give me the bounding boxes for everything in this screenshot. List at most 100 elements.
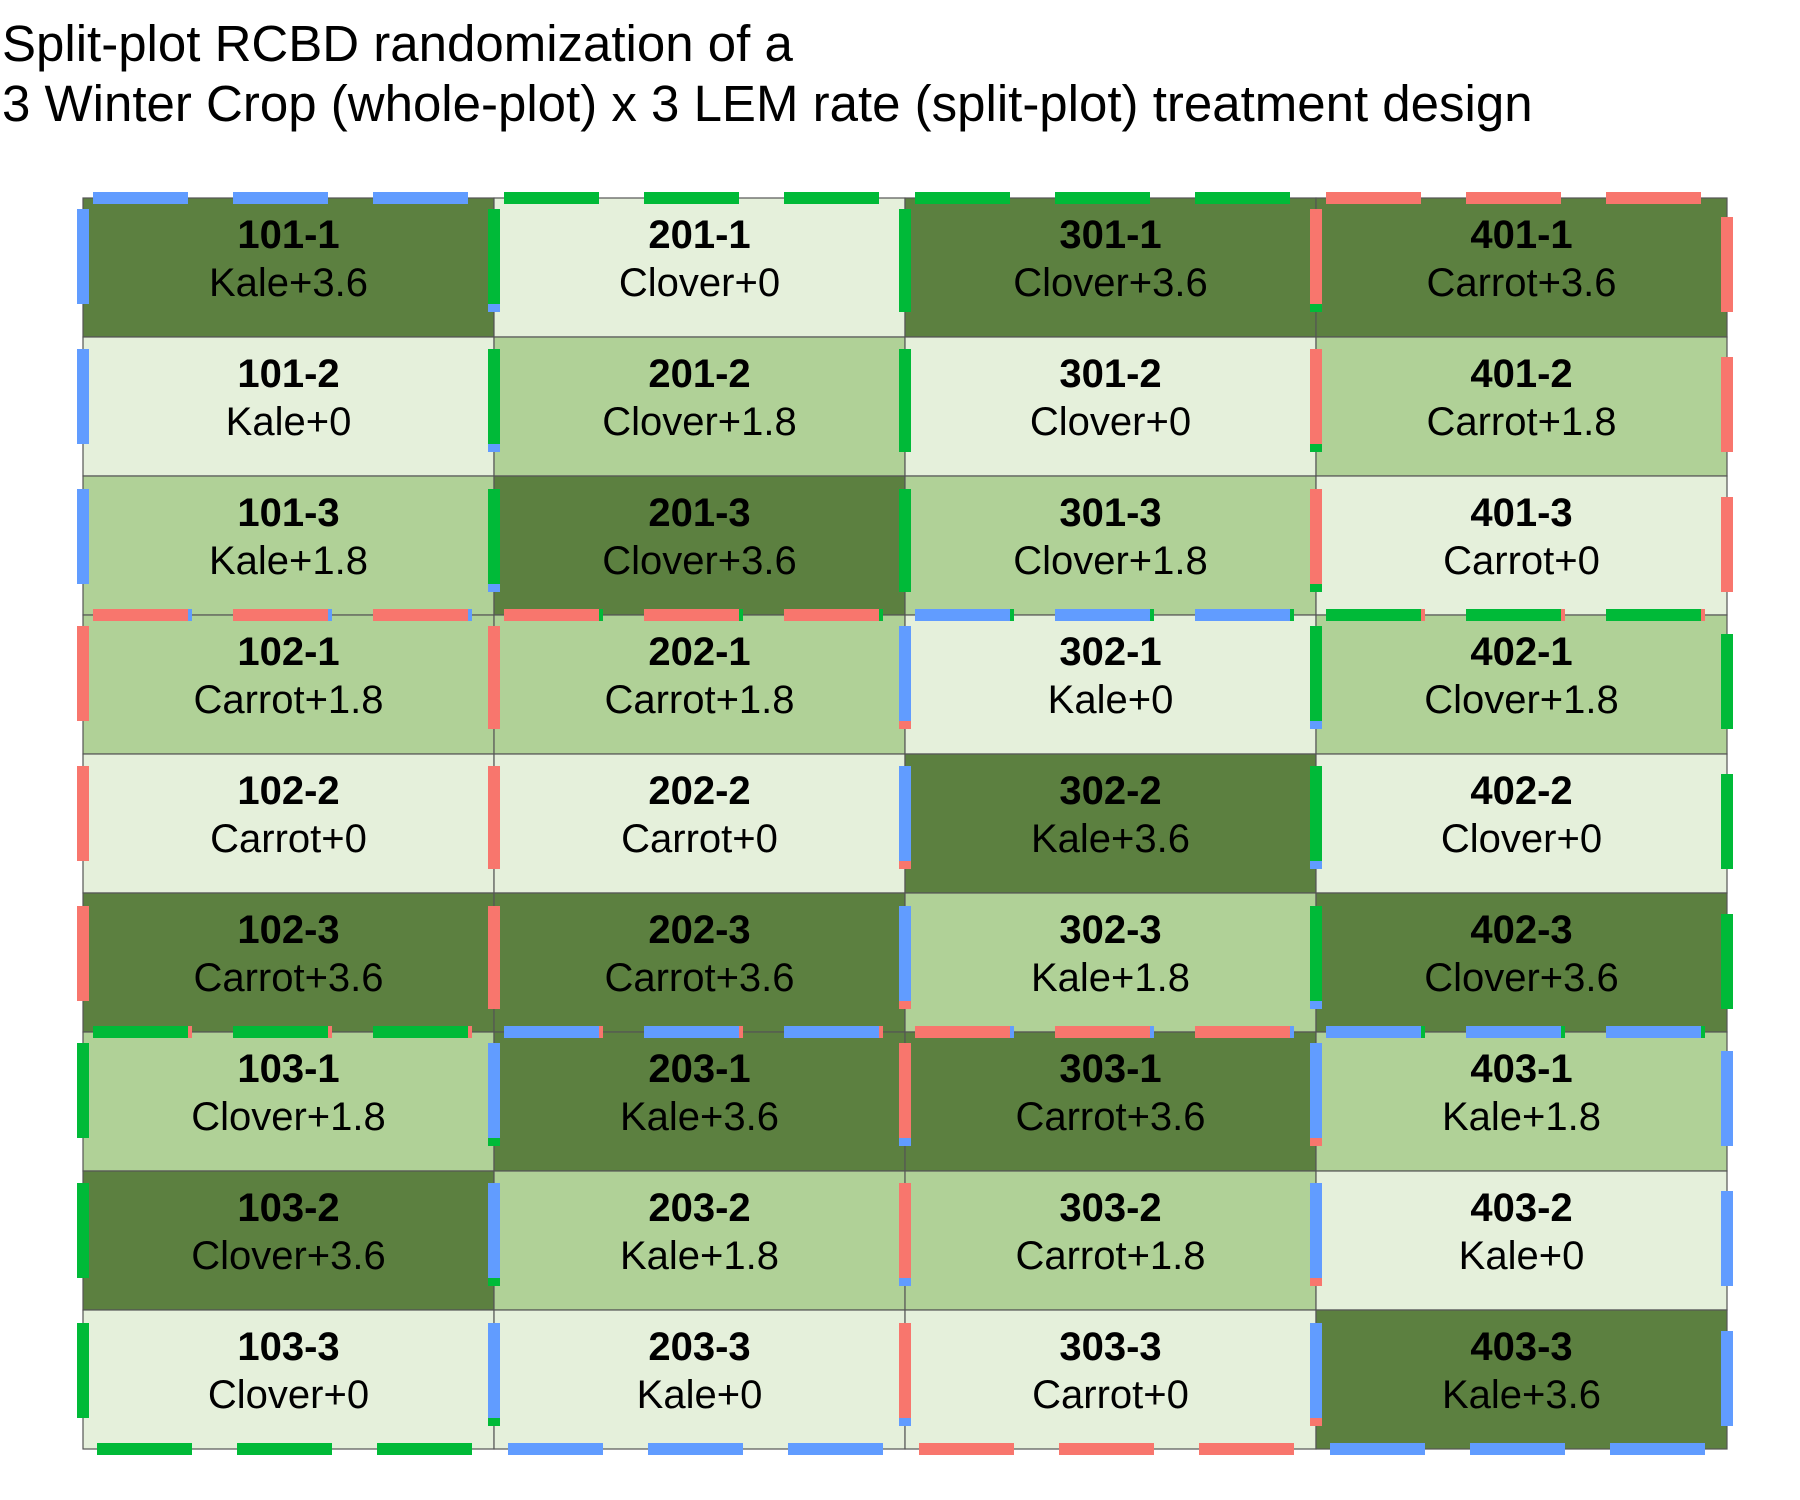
plot-treatment-label: Kale+3.6 <box>1442 1373 1601 1417</box>
plot-cell-102-2 <box>82 753 495 894</box>
plot-cell-303-2 <box>904 1170 1317 1311</box>
plot-treatment-label: Clover+3.6 <box>191 1234 386 1278</box>
title-line-2: 3 Winter Crop (whole-plot) x 3 LEM rate … <box>2 75 1533 132</box>
plot-treatment-label: Kale+3.6 <box>620 1095 779 1139</box>
plot-id-label: 303-1 <box>1059 1047 1161 1091</box>
plot-treatment-label: Carrot+0 <box>621 817 778 861</box>
plot-cell-403-1 <box>1315 1031 1728 1172</box>
plot-id-label: 402-2 <box>1470 769 1572 813</box>
plot-treatment-label: Kale+1.8 <box>620 1234 779 1278</box>
plot-treatment-label: Clover+0 <box>619 261 780 305</box>
plot-id-label: 203-3 <box>648 1325 750 1369</box>
plot-treatment-label: Clover+0 <box>1030 400 1191 444</box>
plot-cell-201-1 <box>493 197 906 338</box>
plot-id-label: 403-3 <box>1470 1325 1572 1369</box>
plot-treatment-label: Clover+3.6 <box>1013 261 1208 305</box>
plot-id-label: 101-1 <box>237 213 339 257</box>
plot-cell-402-1 <box>1315 614 1728 755</box>
plot-id-label: 401-3 <box>1470 491 1572 535</box>
plot-treatment-label: Carrot+3.6 <box>604 956 794 1000</box>
plot-cell-403-3 <box>1315 1309 1728 1450</box>
whole-plot-border-kale <box>1310 1026 1733 1455</box>
plot-cell-401-1 <box>1315 197 1728 338</box>
plot-id-label: 301-2 <box>1059 352 1161 396</box>
plot-treatment-label: Clover+1.8 <box>1424 678 1619 722</box>
plot-cell-103-2 <box>82 1170 495 1311</box>
plot-labels: 101-1Kale+3.6101-2Kale+0101-3Kale+1.8102… <box>191 213 1619 1417</box>
plot-id-label: 103-3 <box>237 1325 339 1369</box>
plot-cell-303-1 <box>904 1031 1317 1172</box>
plot-cell-203-3 <box>493 1309 906 1450</box>
plot-cell-301-1 <box>904 197 1317 338</box>
plot-treatment-label: Carrot+0 <box>1443 539 1600 583</box>
plot-id-label: 202-2 <box>648 769 750 813</box>
plot-treatment-label: Clover+3.6 <box>602 539 797 583</box>
plot-treatment-label: Carrot+1.8 <box>193 678 383 722</box>
plot-id-label: 403-1 <box>1470 1047 1572 1091</box>
plot-cell-202-1 <box>493 614 906 755</box>
plot-id-label: 302-2 <box>1059 769 1161 813</box>
plot-id-label: 101-2 <box>237 352 339 396</box>
plot-treatment-label: Kale+3.6 <box>1031 817 1190 861</box>
plot-cell-201-3 <box>493 475 906 616</box>
plot-id-label: 302-1 <box>1059 630 1161 674</box>
plot-id-label: 103-2 <box>237 1186 339 1230</box>
plot-id-label: 202-1 <box>648 630 750 674</box>
plot-treatment-label: Clover+1.8 <box>191 1095 386 1139</box>
plot-id-label: 201-1 <box>648 213 750 257</box>
plot-cell-302-3 <box>904 892 1317 1033</box>
plot-id-label: 301-3 <box>1059 491 1161 535</box>
title-line-1: Split-plot RCBD randomization of a <box>2 15 793 72</box>
plot-treatment-label: Carrot+0 <box>210 817 367 861</box>
whole-plot-borders <box>77 192 1733 1455</box>
diagram-title: Split-plot RCBD randomization of a 3 Win… <box>2 14 1533 134</box>
plot-treatment-label: Kale+1.8 <box>1031 956 1190 1000</box>
plot-treatment-label: Carrot+1.8 <box>1015 1234 1205 1278</box>
plot-id-label: 403-2 <box>1470 1186 1572 1230</box>
plot-id-label: 301-1 <box>1059 213 1161 257</box>
plot-cell-301-2 <box>904 336 1317 477</box>
plot-treatment-label: Kale+1.8 <box>209 539 368 583</box>
plot-treatment-label: Clover+1.8 <box>602 400 797 444</box>
plot-cell-401-3 <box>1315 475 1728 616</box>
plot-treatment-label: Kale+0 <box>226 400 352 444</box>
plot-cell-401-2 <box>1315 336 1728 477</box>
plot-id-label: 402-1 <box>1470 630 1572 674</box>
plot-id-label: 201-3 <box>648 491 750 535</box>
plot-treatment-label: Kale+0 <box>1459 1234 1585 1278</box>
plot-treatment-label: Kale+0 <box>637 1373 763 1417</box>
plot-id-label: 302-3 <box>1059 908 1161 952</box>
plot-cell-103-1 <box>82 1031 495 1172</box>
plot-cell-101-3 <box>82 475 495 616</box>
plot-cell-301-3 <box>904 475 1317 616</box>
plot-treatment-label: Kale+3.6 <box>209 261 368 305</box>
plot-cell-201-2 <box>493 336 906 477</box>
plot-id-label: 202-3 <box>648 908 750 952</box>
plot-id-label: 303-2 <box>1059 1186 1161 1230</box>
plot-treatment-label: Clover+0 <box>1441 817 1602 861</box>
plot-cell-302-2 <box>904 753 1317 894</box>
plot-cell-203-2 <box>493 1170 906 1311</box>
plot-treatment-label: Kale+0 <box>1048 678 1174 722</box>
plot-cell-403-2 <box>1315 1170 1728 1311</box>
plot-id-label: 401-2 <box>1470 352 1572 396</box>
plot-id-label: 101-3 <box>237 491 339 535</box>
plot-id-label: 102-3 <box>237 908 339 952</box>
plot-treatment-label: Carrot+3.6 <box>1015 1095 1205 1139</box>
plot-cell-101-1 <box>82 197 495 338</box>
plot-treatment-label: Kale+1.8 <box>1442 1095 1601 1139</box>
plot-id-label: 203-2 <box>648 1186 750 1230</box>
plot-cell-303-3 <box>904 1309 1317 1450</box>
plot-id-label: 102-1 <box>237 630 339 674</box>
plot-id-label: 102-2 <box>237 769 339 813</box>
plot-treatment-label: Carrot+1.8 <box>604 678 794 722</box>
plot-treatment-label: Clover+3.6 <box>1424 956 1619 1000</box>
plot-cell-202-2 <box>493 753 906 894</box>
plot-treatment-label: Clover+0 <box>208 1373 369 1417</box>
split-plot-cells <box>82 197 1728 1450</box>
plot-id-label: 203-1 <box>648 1047 750 1091</box>
plot-treatment-label: Carrot+1.8 <box>1426 400 1616 444</box>
plot-treatment-label: Clover+1.8 <box>1013 539 1208 583</box>
plot-id-label: 201-2 <box>648 352 750 396</box>
